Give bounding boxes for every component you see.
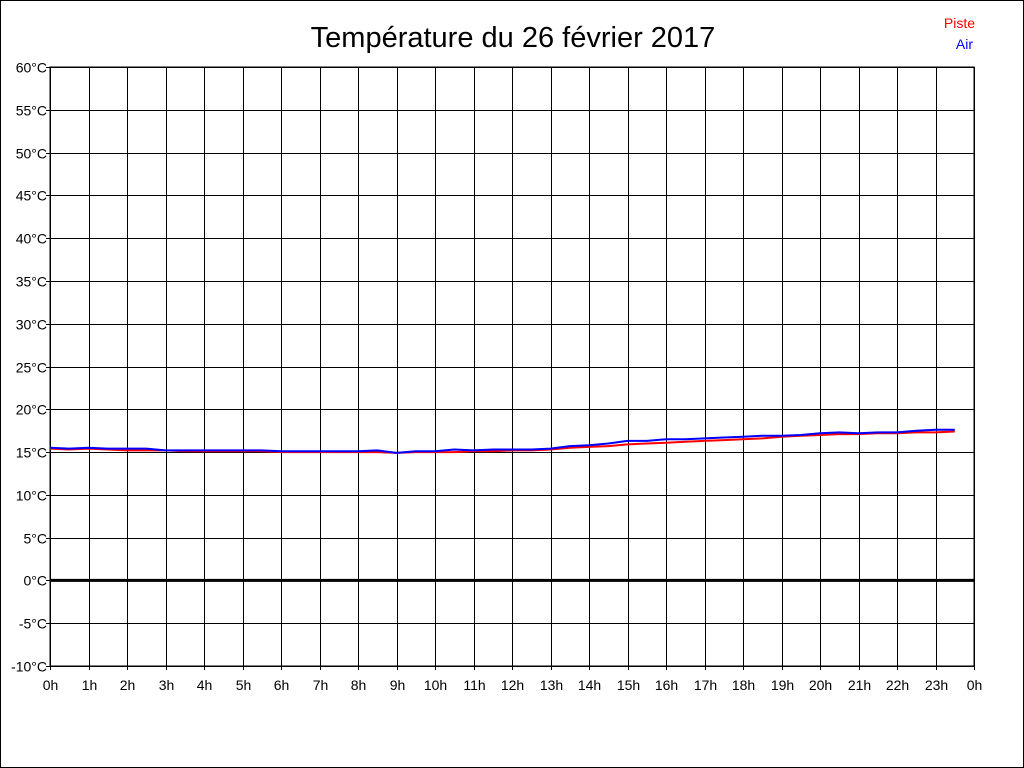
x-tick-label: 0h: [43, 677, 59, 693]
x-tick-label: 11h: [463, 677, 485, 693]
chart-title: Température du 26 février 2017: [311, 22, 716, 54]
x-tick-label: 8h: [351, 677, 367, 693]
x-tick-label: 0h: [967, 677, 983, 693]
y-tick-label: 50°C: [16, 146, 47, 162]
y-tick-label: 55°C: [16, 103, 47, 119]
x-tick-label: 16h: [655, 677, 678, 693]
x-tick-label: 4h: [197, 677, 213, 693]
tick-labels: 0h 1h 2h 3h 4h 5h 6h 7h 8h 9h 10h 11h 12h 13h 14h 15h 16…: [11, 60, 982, 694]
y-tick-label: 5°C: [24, 531, 48, 547]
x-tick-label: 18h: [732, 677, 755, 693]
grid: [46, 66, 975, 670]
x-tick-label: 20h: [809, 677, 832, 693]
y-tick-label: 35°C: [16, 274, 47, 290]
x-tick-label: 7h: [313, 677, 329, 693]
y-tick-label: -10°C: [11, 659, 47, 675]
x-tick-label: 5h: [236, 677, 252, 693]
y-tick-label: 30°C: [16, 317, 47, 333]
x-tick-label: 9h: [390, 677, 406, 693]
series-lines: [49, 428, 955, 454]
x-tick-label: 13h: [540, 677, 563, 693]
x-tick-label: 17h: [694, 677, 717, 693]
x-tick-label: 21h: [848, 677, 871, 693]
x-tick-label: 15h: [617, 677, 640, 693]
x-tick-label: 2h: [120, 677, 136, 693]
x-tick-label: 10h: [424, 677, 447, 693]
x-tick-label: 12h: [501, 677, 524, 693]
series-line-air: [49, 428, 955, 454]
x-tick-label: 23h: [925, 677, 948, 693]
legend-air: Air: [956, 36, 973, 52]
y-tick-label: 60°C: [16, 60, 47, 76]
x-tick-label: 19h: [771, 677, 794, 693]
y-tick-label: -5°C: [19, 616, 47, 632]
x-tick-label: 3h: [159, 677, 175, 693]
x-tick-label: 1h: [82, 677, 98, 693]
y-tick-label: 20°C: [16, 402, 47, 418]
x-tick-label: 14h: [578, 677, 601, 693]
legend-piste: Piste: [944, 15, 975, 31]
x-tick-label: 6h: [274, 677, 290, 693]
y-tick-label: 45°C: [16, 188, 47, 204]
x-tick-label: 22h: [886, 677, 909, 693]
y-tick-label: 10°C: [16, 488, 47, 504]
y-tick-label: 40°C: [16, 231, 47, 247]
y-tick-label: 25°C: [16, 360, 47, 376]
y-tick-label: 0°C: [24, 573, 48, 589]
y-tick-label: 15°C: [16, 445, 47, 461]
